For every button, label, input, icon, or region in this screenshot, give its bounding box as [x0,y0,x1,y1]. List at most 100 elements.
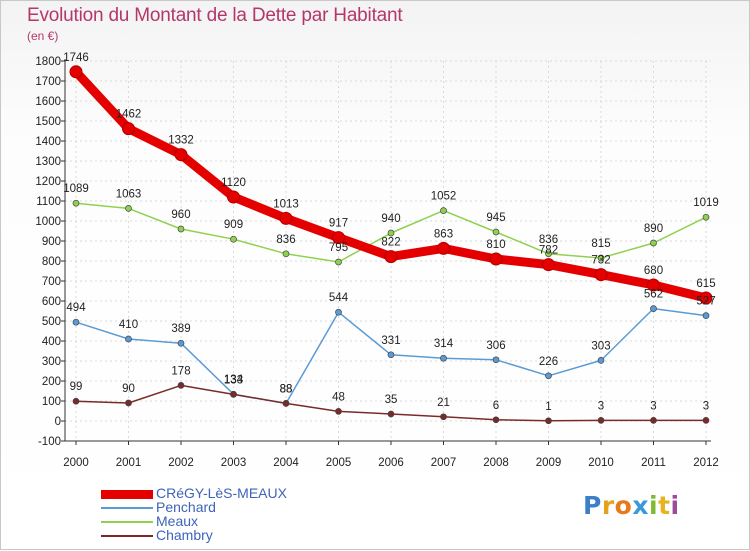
data-label: 815 [591,238,610,250]
data-label: 732 [591,255,610,267]
y-tick-label: 1600 [35,96,61,108]
data-point [69,65,83,79]
data-label: 836 [276,234,295,246]
data-label: 1332 [168,135,194,147]
data-point [702,213,710,221]
x-tick-label: 2004 [273,457,299,469]
data-point [492,356,500,364]
logo-letter: x [632,491,649,520]
data-label: 1089 [63,183,89,195]
y-tick-label: 1100 [36,196,61,208]
data-label: 795 [329,242,348,254]
data-point [125,335,132,343]
data-label: 909 [224,219,243,231]
proxiti-logo: Proxiti [583,491,680,520]
data-point [72,199,80,207]
data-label: 940 [381,213,400,225]
data-point [125,399,132,407]
data-label: 306 [486,340,505,352]
data-label: 544 [329,292,349,304]
data-label: 133 [224,374,243,386]
x-tick-label: 2003 [221,457,247,469]
data-point [597,357,605,364]
data-point [647,278,660,292]
data-point [332,231,345,245]
y-tick-label: 0 [55,416,61,428]
data-label: 331 [381,335,400,347]
legend-label: Penchard [156,499,216,515]
data-label: 6 [493,400,499,412]
chart-title: Evolution du Montant de la Dette par Hab… [27,5,403,26]
data-label: 303 [591,340,610,352]
data-label: 99 [70,381,83,393]
x-tick-label: 2010 [588,457,614,469]
data-point [177,339,185,347]
data-point [227,190,240,204]
legend-swatch [101,535,153,537]
data-point [174,148,188,162]
data-point [387,229,395,237]
legend-label: CRéGY-LèS-MEAUX [156,485,287,501]
logo-letter: P [583,491,602,520]
y-tick-label: 100 [42,396,61,408]
data-point [177,225,185,233]
data-label: 90 [122,383,135,395]
data-point [282,250,290,258]
logo-letter: r [601,491,615,520]
x-tick-label: 2009 [536,457,562,469]
data-point [177,382,185,389]
data-label: 527 [696,296,715,308]
y-tick-label: 1500 [35,116,61,128]
y-tick-label: 1300 [35,156,61,168]
data-label: 1120 [221,177,246,189]
data-point [387,351,395,359]
data-label: 314 [434,338,454,350]
data-point [335,308,342,316]
data-point [122,122,135,136]
data-label: 178 [171,365,190,377]
data-label: 1019 [693,197,719,209]
data-point [542,258,555,272]
data-point [597,254,605,262]
legend-swatch [101,489,153,499]
data-label: 890 [644,223,663,235]
y-tick-label: -100 [38,436,61,448]
y-tick-label: 900 [42,236,61,248]
x-tick-label: 2011 [641,457,666,469]
x-tick-label: 2007 [431,457,457,469]
unit-label: (en €) [27,29,59,43]
logo-letter: i [670,491,680,520]
y-tick-label: 500 [42,316,61,328]
data-label: 48 [332,391,345,403]
y-tick-label: 600 [42,296,61,308]
data-point [387,410,395,418]
data-label: 863 [434,228,453,240]
data-point [702,312,710,319]
data-point [545,250,552,258]
x-tick-label: 2001 [116,457,142,469]
data-label: 782 [539,245,558,257]
data-label: 1063 [116,188,142,200]
data-label: 917 [329,218,348,230]
data-label: 1052 [431,191,457,203]
data-point [594,268,608,282]
data-point [440,207,447,214]
y-tick-label: 700 [42,276,61,288]
logo-letter: i [649,491,659,520]
data-point [384,250,398,264]
data-label: 88 [280,383,293,395]
y-tick-label: 1200 [35,176,61,188]
data-label: 389 [171,323,190,335]
y-tick-label: 1400 [35,136,61,148]
data-label: 226 [539,356,558,368]
legend-label: Chambry [156,527,213,543]
y-tick-label: 200 [42,376,61,388]
legend-label: Meaux [156,513,199,529]
data-point [440,354,447,362]
data-point [702,417,710,424]
data-label: 88 [280,383,293,395]
data-label: 3 [650,400,656,412]
legend-swatch [101,507,153,509]
y-tick-label: 800 [42,256,61,268]
